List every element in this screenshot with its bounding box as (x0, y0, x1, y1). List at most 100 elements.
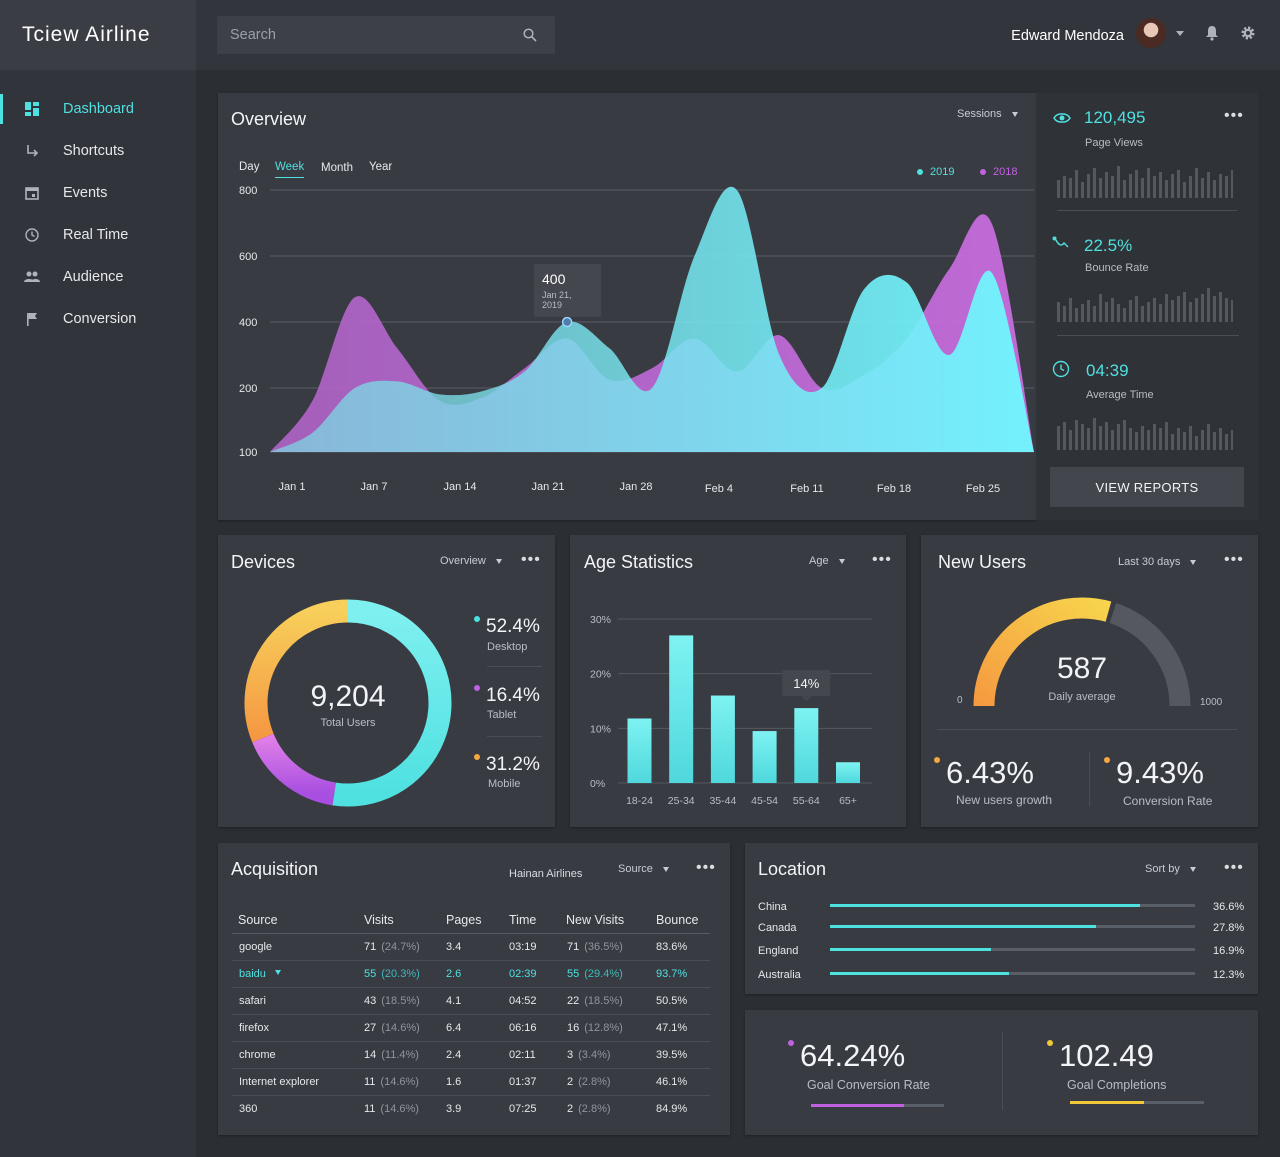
dashboard-icon (24, 101, 40, 117)
bounce-cell: 50.5% (656, 987, 710, 1015)
spark-bar (1129, 428, 1132, 450)
spark-bar (1189, 176, 1192, 198)
sessions-dropdown[interactable]: Sessions (957, 108, 1018, 120)
period-year[interactable]: Year (369, 161, 393, 173)
more-options-icon[interactable]: ••• (696, 859, 716, 876)
gauge-track (1109, 603, 1191, 707)
sidebar-item-conversion[interactable]: Conversion (0, 298, 196, 340)
spark-bar (1189, 426, 1192, 450)
sidebar-item-audience[interactable]: Audience (0, 256, 196, 298)
spark-bar (1225, 176, 1228, 198)
view-reports-button[interactable]: VIEW REPORTS (1050, 467, 1244, 507)
chevron-down-icon (495, 558, 502, 564)
spark-bar (1201, 430, 1204, 450)
bounce-rate-value: 22.5% (1084, 236, 1133, 255)
time-cell: 02:39 (509, 960, 566, 988)
chevron-down-icon[interactable] (1176, 31, 1184, 36)
sidebar-item-dashboard[interactable]: Dashboard (0, 88, 196, 130)
new-visits-value: 2 (567, 1102, 574, 1115)
sort-dropdown[interactable]: Sort by (1145, 863, 1196, 875)
spark-bar (1111, 176, 1114, 198)
spark-bar (1195, 168, 1198, 198)
table-row[interactable]: google 71 (24.7%) 3.4 03:19 71 (36.5%) 83.6% (232, 933, 710, 961)
pages-cell: 3.4 (446, 933, 509, 961)
acquisition-table: Source Visits Pages Time New Visits Boun… (232, 907, 710, 1122)
column-header: Source (232, 907, 364, 934)
legend-dot (474, 616, 480, 622)
gear-icon[interactable] (1240, 25, 1256, 46)
spark-bar (1153, 176, 1156, 198)
visits-value: 11 (364, 1102, 376, 1115)
divider (1057, 335, 1239, 336)
spark-bar (1099, 426, 1102, 450)
goal-conversion-rate: 64.24% (788, 1038, 905, 1074)
age-title: Age Statistics (584, 552, 694, 572)
table-row[interactable]: Internet explorer 11 (14.6%) 1.6 01:37 2 (2.8%… (232, 1068, 710, 1096)
table-row[interactable]: safari 43 (18.5%) 4.1 04:52 22 (18.5%) 50.5% (232, 987, 710, 1015)
spark-bar (1099, 178, 1102, 198)
devices-dropdown[interactable]: Overview (440, 555, 502, 567)
source-dropdown[interactable]: Source (618, 863, 669, 875)
bell-icon[interactable] (1205, 25, 1219, 46)
age-dropdown[interactable]: Age (809, 555, 845, 567)
caret-down-icon[interactable] (274, 969, 281, 975)
user-name[interactable]: Edward Mendoza (1011, 28, 1124, 44)
spark-bar (1147, 302, 1150, 322)
desktop-pct: 52.4% (474, 616, 540, 638)
period-month[interactable]: Month (321, 162, 353, 174)
sidebar-item-real-time[interactable]: Real Time (0, 214, 196, 256)
source-name: baidu (239, 967, 266, 980)
bar-55-64 (794, 708, 819, 783)
x-tick-label: 65+ (839, 795, 857, 807)
new-visits-pct: (29.4%) (584, 967, 623, 980)
table-row[interactable]: firefox 27 (14.6%) 6.4 06:16 16 (12.8%) 47.1% (232, 1014, 710, 1042)
sidebar-item-shortcuts[interactable]: Shortcuts (0, 130, 196, 172)
pages-cell: 4.1 (446, 987, 509, 1015)
new-users-title: New Users (938, 552, 1027, 572)
legend-dot (934, 757, 940, 763)
more-options-icon[interactable]: ••• (872, 551, 892, 568)
more-options-icon[interactable]: ••• (1224, 551, 1244, 568)
more-options-icon[interactable]: ••• (1224, 859, 1244, 876)
spark-bar (1165, 422, 1168, 450)
spark-bar (1111, 298, 1114, 322)
avatar[interactable] (1136, 18, 1166, 48)
divider-vertical (1089, 752, 1090, 806)
legend-label: 2019 (930, 166, 955, 178)
total-users-value: 9,204 (310, 680, 386, 713)
search-input[interactable] (217, 27, 507, 43)
column-header: Pages (446, 907, 509, 934)
new-users-dropdown[interactable]: Last 30 days (1118, 556, 1197, 568)
search-icon[interactable] (523, 28, 537, 47)
y-tick-label: 200 (239, 383, 257, 395)
legend-dot (1104, 757, 1110, 763)
table-row[interactable]: chrome 14 (11.4%) 2.4 02:11 3 (3.4%) 39.5% (232, 1041, 710, 1069)
page-views-label: Page Views (1085, 137, 1143, 149)
table-row[interactable]: 360 11 (14.6%) 3.9 07:25 2 (2.8%) 84.9% (232, 1095, 710, 1122)
more-options-icon[interactable]: ••• (1224, 107, 1244, 124)
source-cell: Internet explorer (232, 1068, 364, 1096)
sidebar-item-events[interactable]: Events (0, 172, 196, 214)
table-header-row: Source Visits Pages Time New Visits Boun… (232, 907, 710, 934)
new-visits-cell: 22 (18.5%) (566, 987, 656, 1015)
spark-bar (1117, 166, 1120, 198)
new-visits-value: 3 (567, 1048, 574, 1061)
spark-bar (1159, 172, 1162, 198)
legend-2019: 2019 (917, 166, 954, 178)
bounce-cell: 47.1% (656, 1014, 710, 1042)
new-visits-pct: (36.5%) (584, 940, 623, 953)
gauge-min: 0 (957, 695, 963, 706)
more-options-icon[interactable]: ••• (521, 551, 541, 568)
period-day[interactable]: Day (239, 161, 260, 173)
chevron-down-icon (1189, 866, 1196, 872)
tooltip-value: 400 (542, 271, 566, 287)
spark-bar (1135, 296, 1138, 322)
table-row[interactable]: baidu 55 (20.3%) 2.6 02:39 55 (29.4%) 93.7% (232, 960, 710, 988)
people-icon (24, 269, 40, 285)
period-week[interactable]: Week (275, 161, 305, 178)
y-tick-label: 400 (239, 317, 257, 329)
x-tick-label: 25-34 (668, 795, 695, 807)
spark-bar (1087, 174, 1090, 198)
sidebar-item-label: Real Time (63, 227, 129, 243)
